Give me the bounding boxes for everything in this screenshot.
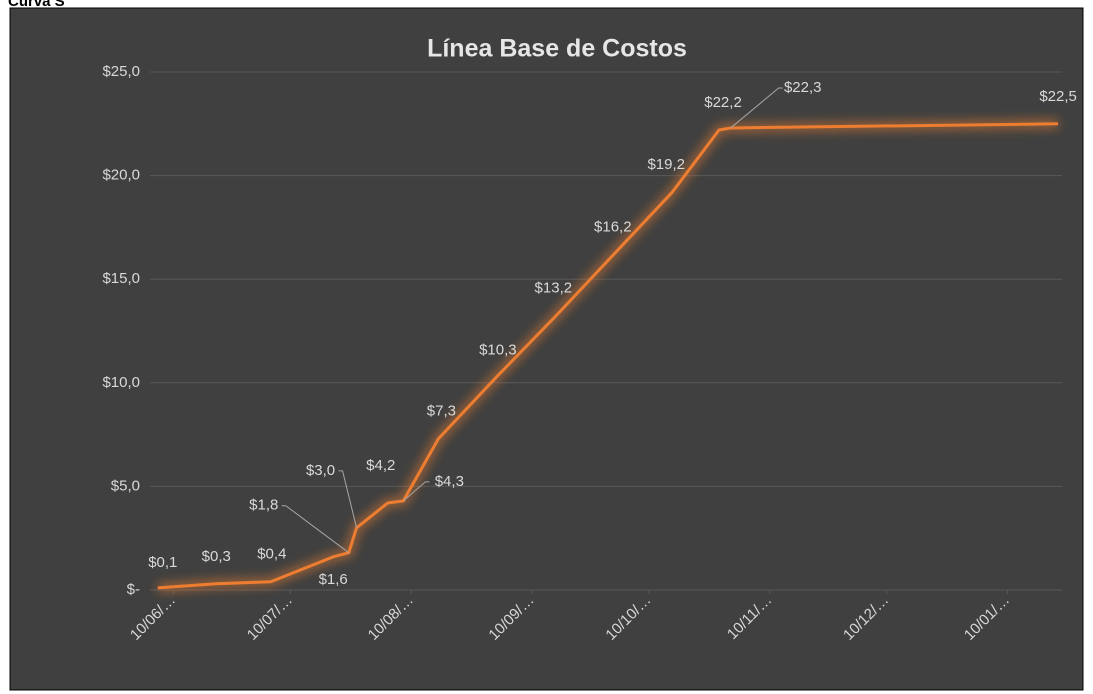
chart-title: Línea Base de Costos (427, 35, 687, 63)
data-label: $22,5 (1039, 88, 1077, 105)
data-label: $1,6 (319, 571, 348, 588)
data-label: $22,3 (784, 79, 822, 96)
y-tick-label: $- (127, 581, 140, 598)
data-label: $0,1 (148, 554, 177, 571)
data-label: $7,3 (427, 403, 456, 420)
y-tick-label: $10,0 (102, 374, 140, 391)
data-label: $3,0 (306, 462, 335, 479)
data-label: $4,3 (435, 473, 464, 490)
leader-line (281, 505, 350, 554)
y-tick-label: $15,0 (102, 270, 140, 287)
data-label: $16,2 (594, 218, 632, 235)
leader-line (730, 87, 783, 129)
y-tick-label: $25,0 (102, 63, 140, 80)
data-label: $22,2 (704, 94, 742, 111)
data-label: $10,3 (479, 342, 517, 359)
data-label: $0,3 (202, 548, 231, 565)
data-label: $1,8 (249, 497, 278, 514)
y-tick-label: $5,0 (111, 477, 140, 494)
leader-line (338, 470, 358, 528)
page-header: Curva S (8, 0, 65, 10)
data-label: $19,2 (647, 156, 685, 173)
data-label: $0,4 (257, 546, 286, 563)
leader-line (403, 481, 430, 502)
data-label: $13,2 (535, 279, 573, 296)
data-label: $4,2 (366, 457, 395, 474)
y-tick-label: $20,0 (102, 167, 140, 184)
line (157, 122, 1059, 590)
